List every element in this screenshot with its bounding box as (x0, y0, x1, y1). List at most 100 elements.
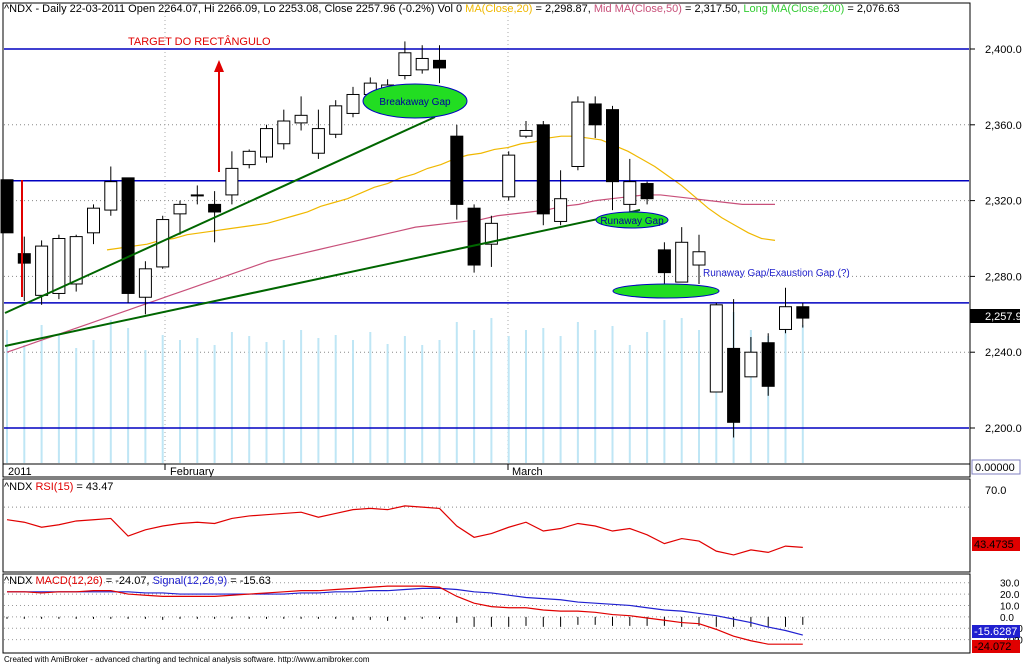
candle-body (588, 103, 602, 126)
candle-body (657, 249, 671, 274)
x-label-february: February (170, 466, 215, 478)
rsi-title: ^NDX RSI(15) = 43.47 (4, 481, 113, 493)
macd-last-label: -24.072 (974, 641, 1011, 653)
candle-body (104, 181, 118, 211)
candle-body (329, 105, 343, 135)
macd-axis-label: 0.0 (1000, 613, 1014, 624)
candle-body (225, 167, 239, 196)
candle-body (311, 128, 325, 154)
signal-label: Signal(12,26,9) (153, 575, 228, 587)
price-axis-label: 2,360.0 (985, 120, 1022, 132)
trend-line-lower (4, 209, 641, 347)
ma200-label: Long MA(Close,200) (743, 3, 844, 15)
macd-symbol: ^NDX (4, 575, 33, 587)
candle-body (190, 194, 204, 197)
ohlc-info: - Daily 22-03-2011 Open 2264.07, Hi 2266… (35, 3, 462, 15)
candle-body (69, 236, 83, 285)
trend-line-upper (4, 116, 436, 314)
rsi-value: = 43.47 (76, 481, 113, 493)
ma20-line (106, 135, 776, 251)
signal-last-box (972, 625, 1020, 638)
price-axis-label: 2,400.0 (985, 44, 1022, 56)
macd-value: = -24.07, (106, 575, 150, 587)
breakaway-gap-ellipse (362, 83, 468, 119)
price-axis-label: 2,320.0 (985, 196, 1022, 208)
last-price-box (970, 309, 1020, 323)
symbol-label: ^NDX (4, 3, 33, 15)
macd-line (7, 585, 803, 645)
exhaustion-gap-ellipse (612, 283, 720, 299)
candle-body (709, 304, 723, 393)
candle-body (87, 207, 100, 234)
candle-body (519, 129, 533, 137)
signal-line (7, 587, 803, 636)
candle-body (17, 253, 31, 264)
candle-body (0, 179, 14, 234)
ma200-value: = 2,076.63 (847, 3, 899, 15)
candle-body (346, 93, 360, 114)
candle-body (294, 114, 308, 124)
candle-body (35, 245, 49, 296)
rsi-tick-70: 70.0 (985, 485, 1006, 497)
candle-body (242, 150, 256, 166)
price-axis-label: 2,240.0 (985, 347, 1022, 359)
rsi-panel-frame (2, 478, 971, 573)
breakaway-gap-label: Breakaway Gap (379, 97, 451, 108)
candle-body (606, 109, 619, 183)
candle-body (779, 306, 792, 330)
candle-body (467, 207, 481, 266)
signal-last-label: -15.6287 (974, 626, 1017, 638)
runaway-gap-ellipse (595, 211, 669, 229)
ma50-label: Mid MA(Close,50) (594, 3, 682, 15)
candle-body (727, 347, 741, 423)
candle-body (208, 203, 222, 213)
candle-body (623, 181, 637, 205)
candle-body (450, 135, 464, 205)
rsi-line (6, 505, 803, 556)
macd-axis-label: 10.0 (1000, 601, 1020, 612)
candle-body (502, 154, 516, 198)
macd-axis-label: 30.0 (1000, 579, 1020, 590)
candle-body (675, 241, 689, 283)
target-annotation: TARGET DO RECTÂNGULO (128, 35, 271, 48)
candle-body (277, 120, 291, 145)
candle-body (260, 128, 273, 158)
candle-body (484, 222, 498, 245)
volume-value-box (971, 459, 1021, 475)
candle-body (52, 238, 66, 294)
exhaustion-gap-label: Runaway Gap/Exaustion Gap (?) (703, 268, 850, 279)
rsi-label: RSI(15) (35, 481, 73, 493)
target-arrow-head (214, 60, 224, 72)
macd-label: MACD(12,26) (35, 575, 102, 587)
price-axis-label: 2,280.0 (985, 271, 1022, 283)
ma20-value: = 2,298.87, (535, 3, 590, 15)
candle-body (173, 203, 187, 215)
price-axis-label: 2,200.0 (985, 423, 1022, 435)
x-label-year: 2011 (8, 466, 32, 478)
candle-body (571, 101, 585, 167)
rsi-last-box (972, 537, 1020, 551)
candle-body (415, 57, 429, 71)
volume-value-label: 0.00000 (975, 462, 1015, 474)
candle-body (138, 268, 152, 298)
last-price-label: 2,257.96 (985, 311, 1024, 323)
ma50-value: = 2,317.50, (685, 3, 740, 15)
candle-body (536, 124, 550, 215)
ma20-label: MA(Close,20) (465, 3, 532, 15)
candle-body (761, 342, 775, 387)
candle-body (433, 59, 446, 69)
signal-value: = -15.63 (230, 575, 271, 587)
rsi-symbol: ^NDX (4, 481, 33, 493)
candle-body (554, 198, 568, 222)
macd-last-box (972, 640, 1020, 653)
candle-body (744, 351, 758, 378)
chart-title: ^NDX - Daily 22-03-2011 Open 2264.07, Hi… (4, 3, 900, 15)
runaway-gap-label: Runaway Gap (600, 216, 664, 227)
candle-body (398, 52, 412, 77)
candle-body (640, 183, 654, 200)
x-label-march: March (512, 466, 543, 478)
candle-body (121, 177, 135, 294)
macd-title: ^NDX MACD(12,26) = -24.07, Signal(12,26,… (4, 575, 271, 587)
candle-body (692, 251, 706, 266)
